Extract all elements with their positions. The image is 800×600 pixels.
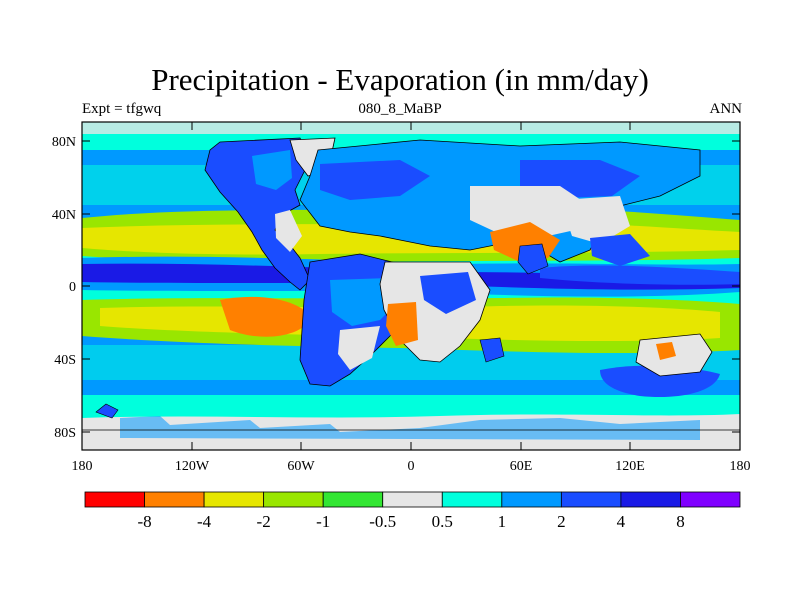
colorbar-swatch: [560, 491, 622, 508]
x-tick-label: 60W: [287, 459, 315, 474]
colorbar-labels: -8 -4 -2 -1 -0.5 0.5 1 2 4 8: [137, 512, 684, 531]
colorbar-swatch: [144, 491, 205, 508]
colorbar-swatch: [263, 491, 324, 508]
colorbar-swatch: [441, 491, 503, 508]
colorbar-tick-label: 1: [498, 512, 507, 531]
south-pacific-dry-max: [220, 296, 312, 337]
y-tick-label: 0: [69, 280, 76, 295]
colorbar-tick-label: -0.5: [369, 512, 396, 531]
india: [517, 243, 549, 275]
map-title: Precipitation - Evaporation (in mm/day): [151, 62, 649, 97]
colorbar-tick-label: -8: [137, 512, 151, 531]
colorbar: [84, 491, 741, 508]
colorbar-tick-label: 8: [676, 512, 685, 531]
colorbar-swatch: [84, 491, 145, 508]
colorbar-tick-label: 0.5: [432, 512, 453, 531]
season-label: ANN: [709, 101, 743, 117]
experiment-label: Expt = tfgwq: [82, 101, 162, 117]
y-tick-label: 40S: [54, 353, 76, 368]
x-tick-label: 0: [408, 459, 415, 474]
y-tick-label: 80S: [54, 426, 76, 441]
x-tick-label: 60E: [510, 459, 533, 474]
y-axis: 80N 40N 0 40S 80S: [52, 135, 740, 441]
x-axis: 180 120W 60W 0 60E 120E 180: [72, 122, 751, 474]
colorbar-swatch: [203, 491, 265, 508]
antarctic-coast-wet: [600, 365, 720, 398]
africa-dry-max: [386, 302, 418, 346]
small-island: [479, 337, 505, 363]
colorbar-swatch: [382, 491, 443, 508]
continents: [82, 137, 740, 431]
x-tick-label: 120E: [615, 459, 645, 474]
colorbar-swatch: [322, 491, 384, 508]
x-tick-label: 180: [730, 459, 751, 474]
colorbar-tick-label: 2: [557, 512, 566, 531]
x-tick-label: 120W: [175, 459, 210, 474]
colorbar-swatch: [501, 491, 562, 508]
x-tick-label: 180: [72, 459, 93, 474]
colorbar-tick-label: -2: [257, 512, 271, 531]
y-tick-label: 80N: [52, 135, 76, 150]
colorbar-tick-label: 4: [617, 512, 626, 531]
colorbar-swatch: [680, 491, 741, 508]
y-tick-label: 40N: [52, 208, 76, 223]
colorbar-swatch: [620, 491, 681, 508]
field-layer: [82, 122, 740, 450]
colorbar-tick-label: -4: [197, 512, 212, 531]
case-label: 080_8_MaBP: [358, 101, 442, 117]
colorbar-tick-label: -1: [316, 512, 330, 531]
